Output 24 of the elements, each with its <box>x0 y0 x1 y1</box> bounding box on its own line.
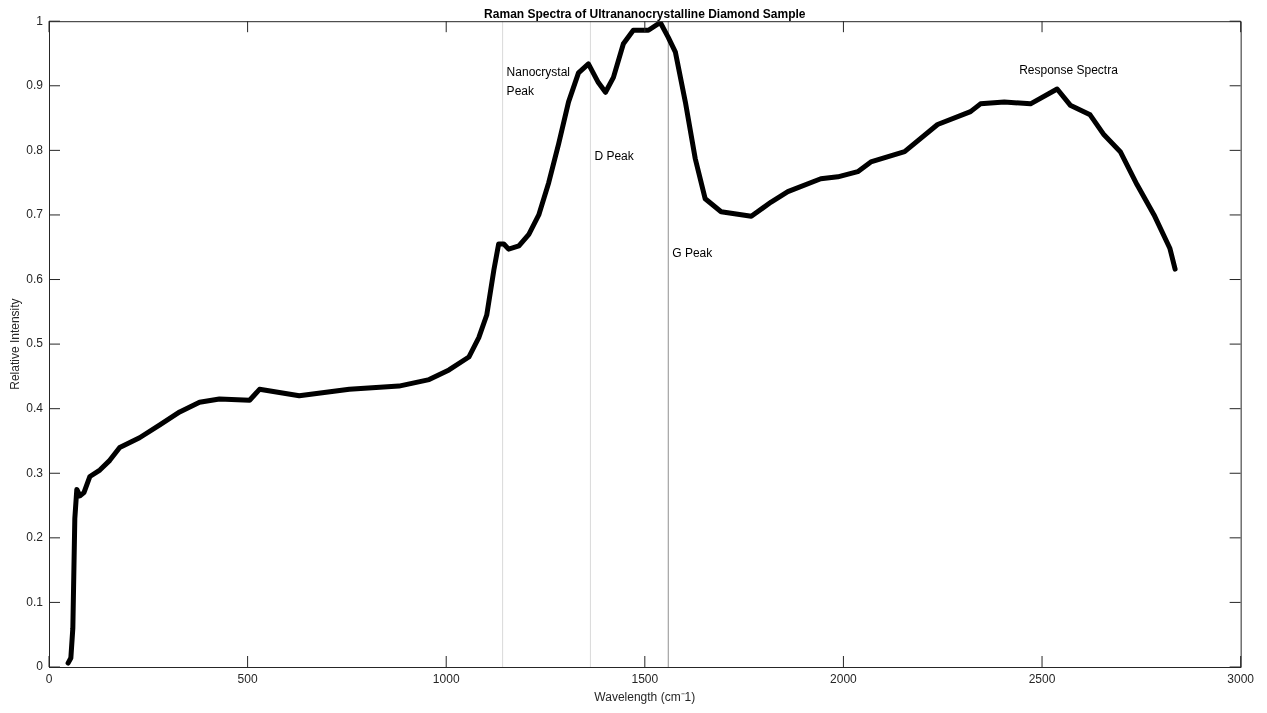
y-tick-label: 0.1 <box>26 594 44 609</box>
x-axis-title: Wavelength (cm⁻1) <box>594 690 696 705</box>
x-tick-label: 3000 <box>1227 671 1255 686</box>
x-tick-label: 1000 <box>432 671 460 686</box>
chart-title: Raman Spectra of Ultrananocrystalline Diamond Sample <box>484 6 806 21</box>
y-axis-title: Relative Intensity <box>7 298 22 390</box>
ref-line-label: G Peak <box>672 245 714 260</box>
y-tick-label: 1 <box>36 13 44 28</box>
y-tick-label: 0.5 <box>26 336 44 351</box>
x-tick-label: 2000 <box>830 671 858 686</box>
x-tick-label: 2500 <box>1028 671 1056 686</box>
y-tick-label: 0.3 <box>26 465 44 480</box>
series-label: Response Spectra <box>1019 63 1119 78</box>
x-tick-label: 500 <box>237 671 258 686</box>
y-tick-label: 0.7 <box>26 207 44 222</box>
ref-line-label: D Peak <box>594 148 635 163</box>
y-tick-label: 0.4 <box>26 400 44 415</box>
y-tick-label: 0.8 <box>26 142 44 157</box>
y-tick-label: 0.9 <box>26 78 44 93</box>
y-tick-label: 0.2 <box>26 530 44 545</box>
y-tick-label: 0 <box>36 659 44 674</box>
y-tick-label: 0.6 <box>26 271 44 286</box>
x-tick-label: 1500 <box>631 671 659 686</box>
ref-line-label: Nanocrystal Peak <box>506 64 570 98</box>
